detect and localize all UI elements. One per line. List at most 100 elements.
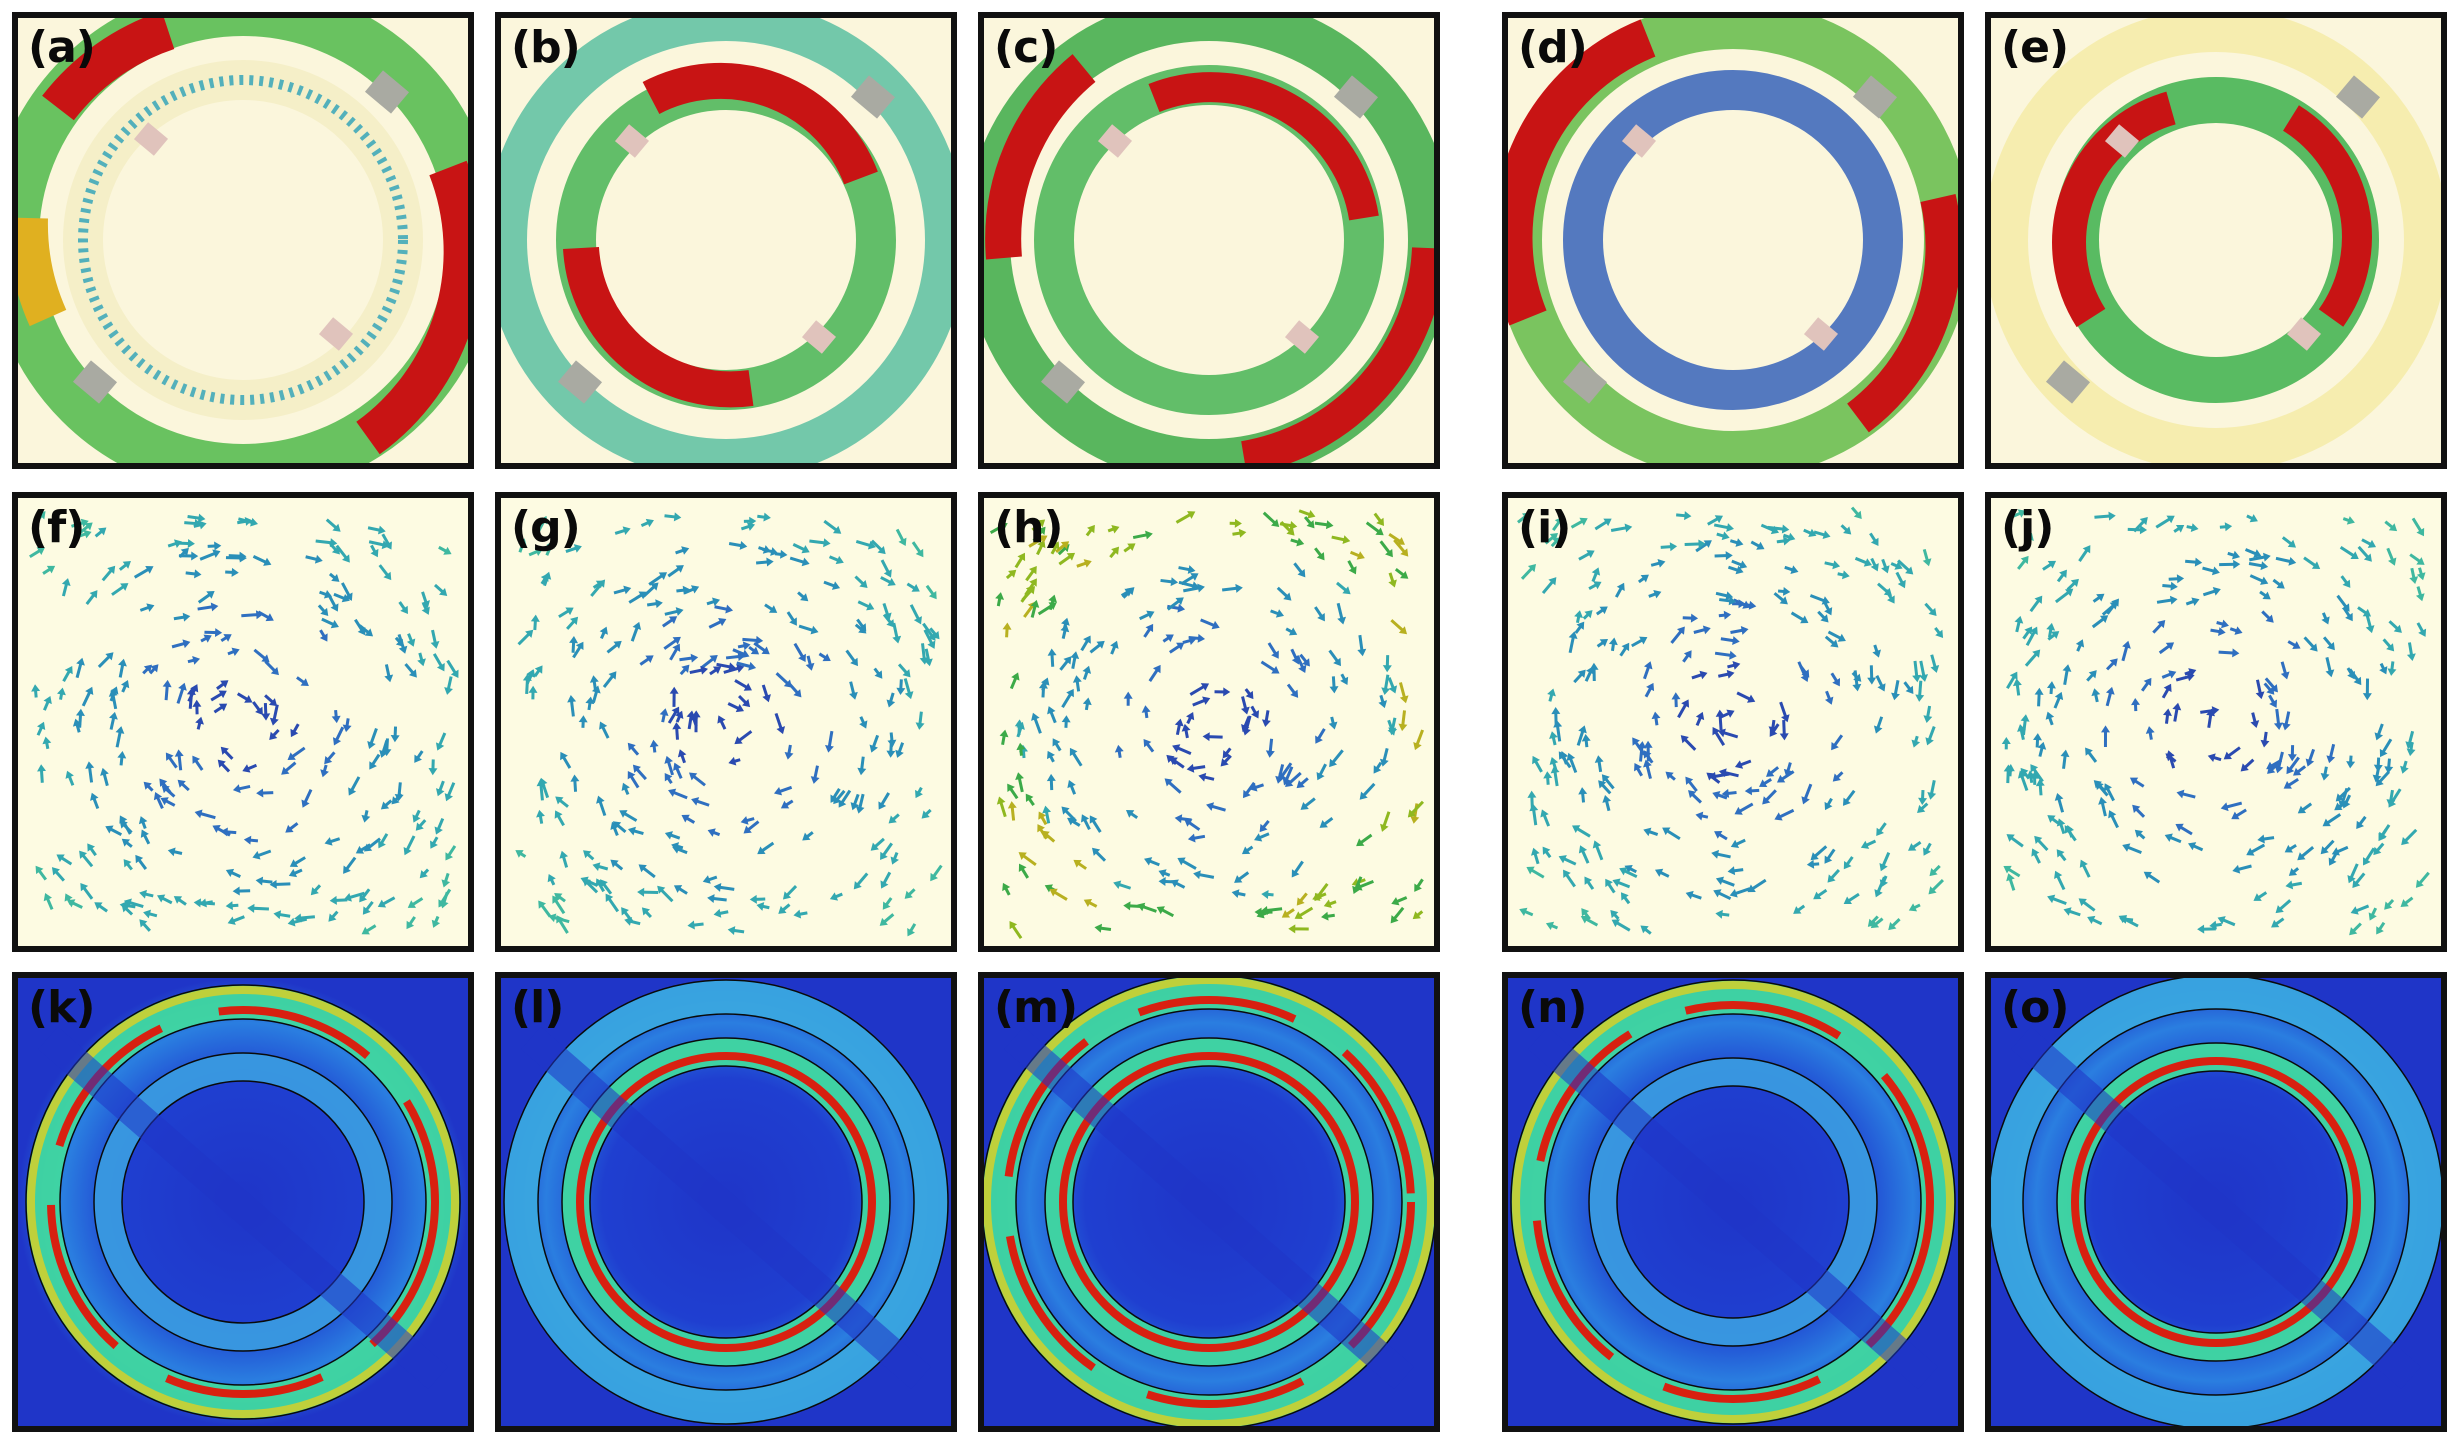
vector-arrow	[232, 784, 251, 794]
vector-arrow	[2219, 522, 2233, 532]
vector-arrow	[892, 622, 902, 644]
vector-arrow	[2030, 764, 2044, 783]
vector-arrow	[596, 795, 607, 817]
vector-arrow	[1007, 783, 1019, 800]
vector-arrow	[572, 641, 584, 659]
vector-arrow	[2092, 593, 2105, 603]
vector-arrow	[2105, 686, 2115, 707]
vector-arrow	[1929, 864, 1941, 877]
vector-arrow	[1608, 637, 1618, 652]
vector-arrow	[713, 882, 735, 892]
vector-arrow	[1193, 870, 1215, 880]
vector-arrow	[2091, 615, 2109, 629]
vector-arrow	[377, 896, 396, 908]
vector-arrow	[1414, 878, 1424, 892]
vector-arrow	[1809, 594, 1830, 605]
vector-arrow	[736, 661, 757, 671]
vector-arrow	[825, 730, 834, 753]
vector-arrow	[1032, 526, 1046, 542]
vector-arrow	[1717, 728, 1739, 739]
vector-arrow	[1198, 772, 1215, 782]
vector-arrow	[1080, 635, 1091, 652]
vector-arrow	[1541, 577, 1557, 595]
vector-arrow	[2056, 818, 2066, 835]
vector-arrow	[430, 629, 440, 649]
vector-arrow	[1747, 878, 1767, 893]
vector-arrow	[1296, 777, 1309, 789]
vector-arrow	[1041, 677, 1050, 692]
vector-arrow	[2029, 595, 2043, 613]
vector-arrow	[2368, 907, 2378, 921]
vector-arrow	[1714, 551, 1733, 561]
vector-arrow	[1089, 640, 1105, 654]
vector-arrow	[1890, 561, 1903, 570]
vector-arrow	[1924, 602, 1937, 617]
vector-arrow	[638, 864, 656, 879]
vector-arrow	[241, 610, 264, 620]
vector-arrow	[566, 616, 579, 630]
vector-arrow	[1081, 814, 1091, 831]
vector-arrow	[1768, 719, 1778, 734]
vector-arrow	[1143, 739, 1155, 753]
vector-arrow	[2091, 688, 2101, 703]
vector-arrow	[559, 850, 569, 868]
vector-arrow	[613, 585, 632, 595]
vector-arrow	[540, 573, 549, 585]
panel-h: (h)	[978, 492, 1440, 952]
panel-g: (g)	[495, 492, 957, 952]
vector-arrow	[2188, 842, 2204, 852]
vector-arrow	[1254, 832, 1270, 842]
vector-arrow	[1286, 683, 1299, 698]
vector-arrow	[1250, 705, 1259, 719]
panel-o: (o)	[1985, 972, 2447, 1432]
vector-arrow	[2161, 683, 2172, 699]
vector-arrow	[1733, 598, 1751, 609]
field-map-plot-k	[18, 978, 468, 1426]
vector-arrow	[748, 646, 760, 655]
vector-arrow	[1713, 523, 1734, 532]
vector-arrow	[228, 551, 247, 561]
vector-arrow	[2047, 894, 2067, 906]
vector-arrow	[2185, 597, 2200, 606]
panel-label-k: (k)	[28, 982, 95, 1033]
vector-arrow	[1601, 774, 1615, 790]
vector-arrow	[1648, 589, 1662, 599]
vector-arrow	[632, 764, 647, 781]
vector-arrow	[648, 572, 668, 586]
vector-arrow	[173, 612, 191, 622]
panel-label-b: (b)	[511, 22, 581, 73]
vector-arrow	[2003, 865, 2021, 878]
vector-arrow	[406, 633, 416, 647]
vector-arrow	[2246, 843, 2266, 856]
vector-arrow	[2416, 567, 2426, 581]
vector-arrow	[1109, 546, 1120, 559]
vector-arrow	[269, 879, 291, 889]
vector-arrow	[325, 518, 341, 532]
vector-arrow	[1644, 682, 1655, 698]
vector-arrow	[1132, 530, 1153, 540]
vector-arrow	[101, 565, 116, 582]
vector-arrow	[2206, 708, 2216, 729]
vector-arrow	[438, 545, 452, 555]
vector-arrow	[1234, 871, 1250, 883]
vector-arrow	[37, 764, 47, 783]
vector-arrow	[1410, 803, 1420, 824]
vector-arrow	[2288, 867, 2300, 876]
vector-arrow	[1736, 691, 1756, 703]
vector-arrow	[1558, 855, 1577, 866]
vector-arrow	[630, 621, 642, 642]
vector-arrow	[187, 684, 199, 702]
vector-arrow	[823, 580, 841, 590]
vector-arrow	[1712, 726, 1726, 746]
vector-arrow	[2400, 760, 2409, 774]
vector-arrow	[676, 585, 691, 595]
vector-arrow	[552, 895, 566, 915]
vector-arrow	[1688, 790, 1702, 804]
vector-arrow	[197, 591, 215, 604]
vector-arrow	[2382, 638, 2395, 652]
vector-arrow	[2384, 899, 2395, 910]
vector-arrow	[1727, 866, 1744, 876]
vector-arrow	[2200, 706, 2220, 716]
vector-arrow	[1793, 904, 1806, 914]
vector-arrow	[1695, 811, 1709, 821]
